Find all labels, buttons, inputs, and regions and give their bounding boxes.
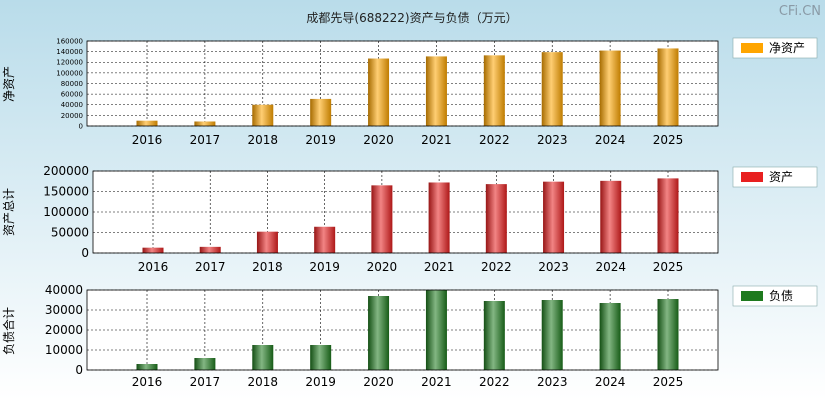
x-tick-label: 2023 (537, 375, 568, 389)
y-axis-label: 资产总计 (2, 188, 16, 236)
x-tick-label: 2021 (421, 133, 452, 147)
x-tick-label: 2022 (479, 133, 510, 147)
bar-net-assets-2021 (425, 56, 447, 126)
x-tick-label: 2024 (595, 133, 626, 147)
panel-net-assets: 0 20000 40000 60000 80000 100000 120000 140000 1… (2, 37, 818, 147)
y-tick-label: 50000 (51, 226, 89, 240)
y-tick-label: 100000 (56, 69, 83, 77)
x-tick-label: 2024 (596, 260, 627, 274)
x-tick-label: 2018 (252, 260, 283, 274)
y-tick-label: 0 (75, 363, 83, 377)
y-axis-label: 负债合计 (1, 307, 16, 355)
y-tick-label: 60000 (61, 91, 83, 99)
bar-total-assets-2020 (371, 185, 393, 253)
x-tick-label: 2017 (190, 133, 221, 147)
legend-swatch (741, 43, 763, 53)
y-tick-label: 20000 (61, 112, 83, 120)
x-tick-label: 2021 (424, 260, 455, 274)
x-tick-label: 2025 (653, 260, 684, 274)
x-tick-label: 2021 (421, 375, 452, 389)
y-tick-label: 10000 (45, 343, 83, 357)
panel-liabilities: 0 10000 20000 30000 40000 2016 2017 2018 2019 202… (1, 283, 818, 389)
x-tick-label: 2019 (305, 375, 336, 389)
y-tick-label: 40000 (45, 283, 83, 297)
x-tick-label: 2023 (538, 260, 569, 274)
x-tick-label: 2018 (248, 133, 279, 147)
y-tick-label: 120000 (56, 59, 83, 67)
bar-net-assets-2024 (599, 50, 621, 126)
x-tick-label: 2020 (363, 133, 394, 147)
legend-swatch (741, 172, 763, 182)
x-tick-label: 2019 (305, 133, 336, 147)
panels: 0200004000060000800001000001200001400001… (1, 37, 818, 389)
bar-liabilities-2020 (368, 296, 390, 370)
x-tick-label: 2020 (367, 260, 398, 274)
x-tick-label: 2019 (309, 260, 340, 274)
x-tick-label: 2023 (537, 133, 568, 147)
bar-total-assets-2025 (657, 178, 679, 253)
y-tick-label: 0 (79, 122, 83, 130)
panel-total-assets: 0 50000 100000 150000 200000 2016 2017 2018 2019… (2, 164, 818, 274)
bar-total-assets-2016 (142, 247, 164, 253)
y-tick-label: 0 (81, 246, 89, 260)
y-tick-label: 100000 (43, 205, 89, 219)
bar-total-assets-2022 (485, 184, 507, 253)
chart-title: 成都先导(688222)资产与负债（万元） (306, 11, 517, 25)
x-tick-label: 2016 (132, 375, 163, 389)
bar-net-assets-2020 (368, 58, 390, 126)
x-tick-label: 2016 (138, 260, 169, 274)
bar-liabilities-2021 (425, 290, 447, 370)
y-tick-label: 200000 (43, 164, 89, 178)
bar-total-assets-2023 (543, 181, 565, 253)
bar-net-assets-2018 (252, 104, 274, 126)
x-tick-label: 2024 (595, 375, 626, 389)
bar-liabilities-2016 (136, 364, 158, 370)
bar-liabilities-2019 (310, 345, 332, 370)
bar-total-assets-2024 (600, 180, 622, 253)
y-tick-label: 80000 (61, 80, 83, 88)
bar-net-assets-2016 (136, 120, 158, 126)
x-tick-label: 2025 (653, 375, 684, 389)
x-tick-label: 2022 (479, 375, 510, 389)
plot-border (86, 40, 719, 127)
y-tick-label: 20000 (45, 323, 83, 337)
legend-label: 资产 (769, 170, 793, 184)
legend-label: 净资产 (769, 41, 805, 55)
x-tick-label: 2016 (132, 133, 163, 147)
bar-total-assets-2017 (199, 246, 221, 253)
x-tick-label: 2020 (363, 375, 394, 389)
y-tick-label: 40000 (61, 101, 83, 109)
bar-liabilities-2024 (599, 303, 621, 370)
bar-liabilities-2018 (252, 345, 274, 370)
x-tick-label: 2025 (653, 133, 684, 147)
bar-net-assets-2017 (194, 121, 216, 126)
bar-liabilities-2023 (541, 300, 563, 370)
y-axis-label: 净资产 (2, 66, 16, 102)
legend-label: 负债 (769, 289, 793, 303)
y-tick-label: 30000 (45, 303, 83, 317)
x-tick-label: 2022 (481, 260, 512, 274)
bar-liabilities-2017 (194, 358, 216, 370)
y-tick-label: 160000 (56, 37, 83, 45)
y-tick-label: 150000 (43, 185, 89, 199)
bar-net-assets-2025 (657, 48, 679, 126)
x-tick-label: 2017 (190, 375, 221, 389)
plot-border (86, 289, 719, 371)
bar-net-assets-2022 (483, 55, 505, 126)
x-tick-label: 2018 (248, 375, 279, 389)
bar-net-assets-2019 (310, 98, 332, 126)
bar-net-assets-2023 (541, 52, 563, 126)
y-tick-label: 140000 (56, 48, 83, 56)
bar-liabilities-2025 (657, 299, 679, 370)
bar-total-assets-2018 (256, 231, 278, 253)
x-tick-label: 2017 (195, 260, 226, 274)
watermark: CFi.CN (779, 4, 821, 19)
bar-total-assets-2019 (314, 226, 336, 253)
bar-liabilities-2022 (483, 301, 505, 370)
bar-total-assets-2021 (428, 182, 450, 253)
legend-swatch (741, 291, 763, 301)
plot-border (92, 170, 719, 254)
